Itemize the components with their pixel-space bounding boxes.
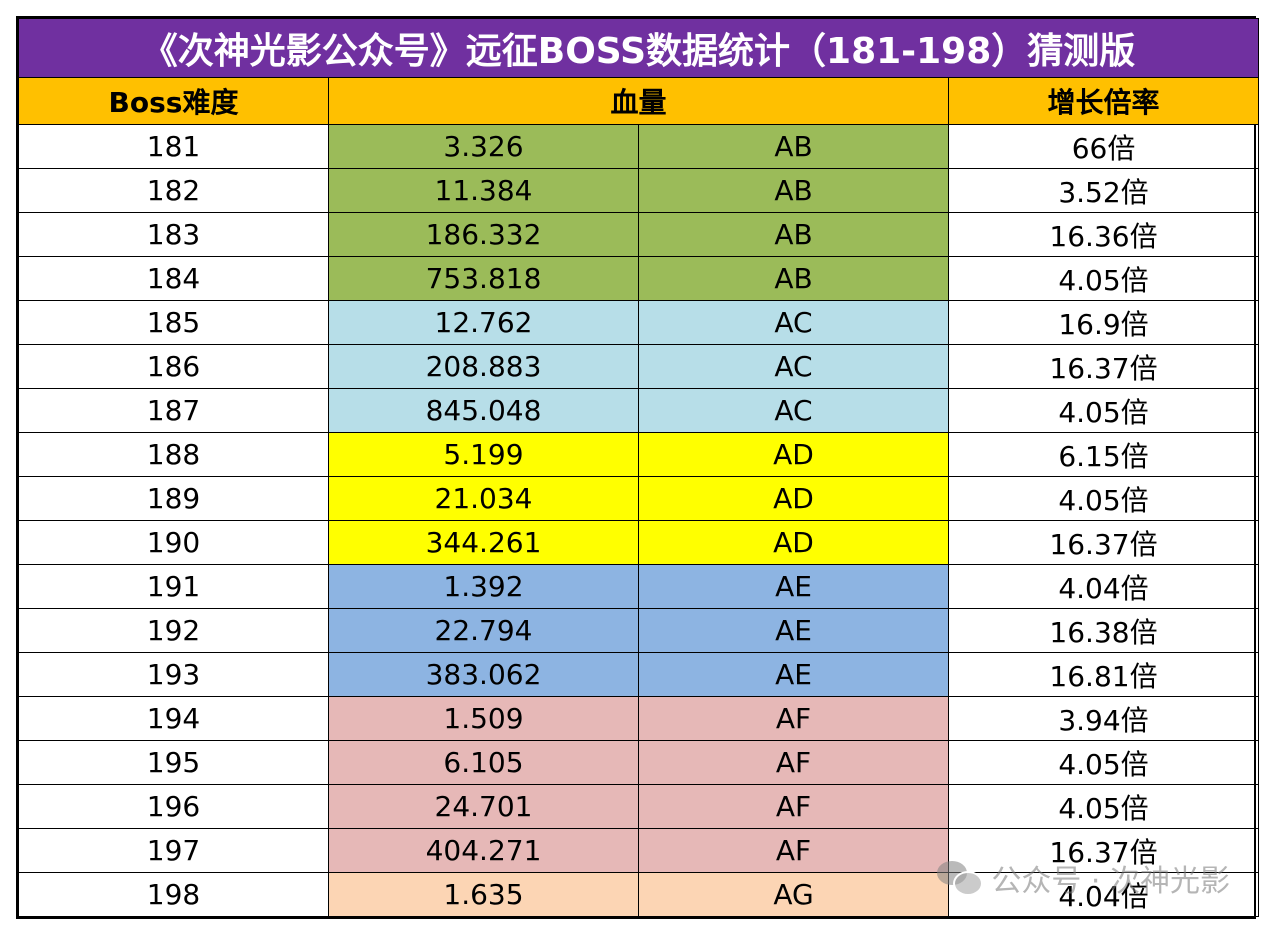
cell-hp-unit: AB — [638, 168, 949, 213]
cell-growth-rate: 16.38倍 — [947, 608, 1260, 653]
cell-growth-rate: 4.05倍 — [947, 740, 1260, 785]
cell-hp-value: 11.384 — [328, 168, 639, 213]
cell-boss-level: 195 — [18, 740, 329, 785]
cell-hp-unit: AB — [638, 124, 949, 169]
cell-growth-rate: 4.05倍 — [947, 784, 1260, 829]
cell-boss-level: 182 — [18, 168, 329, 213]
cell-growth-rate: 16.36倍 — [947, 212, 1260, 257]
table-row: 193 383.062 AE 16.81倍 — [18, 652, 1260, 697]
cell-hp-unit: AD — [638, 476, 949, 521]
header-growth-rate: 增长倍率 — [947, 77, 1260, 125]
table-row: 192 22.794 AE 16.38倍 — [18, 608, 1260, 653]
table-row: 181 3.326 AB 66倍 — [18, 124, 1260, 169]
cell-hp-value: 186.332 — [328, 212, 639, 257]
cell-growth-rate: 4.04倍 — [947, 564, 1260, 609]
cell-growth-rate: 4.05倍 — [947, 388, 1260, 433]
table-row: 194 1.509 AF 3.94倍 — [18, 696, 1260, 741]
cell-growth-rate: 16.81倍 — [947, 652, 1260, 697]
cell-boss-level: 190 — [18, 520, 329, 565]
table-row: 188 5.199 AD 6.15倍 — [18, 432, 1260, 477]
cell-growth-rate: 16.9倍 — [947, 300, 1260, 345]
cell-hp-unit: AG — [638, 872, 949, 917]
cell-boss-level: 186 — [18, 344, 329, 389]
cell-hp-unit: AC — [638, 388, 949, 433]
cell-hp-value: 1.392 — [328, 564, 639, 609]
cell-hp-value: 845.048 — [328, 388, 639, 433]
cell-hp-value: 12.762 — [328, 300, 639, 345]
cell-growth-rate: 16.37倍 — [947, 344, 1260, 389]
table-row: 186 208.883 AC 16.37倍 — [18, 344, 1260, 389]
cell-hp-value: 5.199 — [328, 432, 639, 477]
table-row: 191 1.392 AE 4.04倍 — [18, 564, 1260, 609]
cell-hp-value: 21.034 — [328, 476, 639, 521]
cell-hp-unit: AB — [638, 212, 949, 257]
table-row: 183 186.332 AB 16.36倍 — [18, 212, 1260, 257]
cell-boss-level: 191 — [18, 564, 329, 609]
cell-hp-unit: AB — [638, 256, 949, 301]
cell-boss-level: 197 — [18, 828, 329, 873]
cell-growth-rate: 3.52倍 — [947, 168, 1260, 213]
cell-growth-rate: 3.94倍 — [947, 696, 1260, 741]
cell-hp-value: 344.261 — [328, 520, 639, 565]
table-row: 189 21.034 AD 4.05倍 — [18, 476, 1260, 521]
cell-hp-value: 24.701 — [328, 784, 639, 829]
cell-hp-unit: AD — [638, 520, 949, 565]
cell-hp-value: 383.062 — [328, 652, 639, 697]
cell-growth-rate: 6.15倍 — [947, 432, 1260, 477]
table-row: 195 6.105 AF 4.05倍 — [18, 740, 1260, 785]
table-row: 196 24.701 AF 4.05倍 — [18, 784, 1260, 829]
cell-hp-unit: AF — [638, 740, 949, 785]
cell-growth-rate: 4.05倍 — [947, 256, 1260, 301]
table-row: 184 753.818 AB 4.05倍 — [18, 256, 1260, 301]
cell-hp-unit: AE — [638, 608, 949, 653]
cell-hp-unit: AF — [638, 696, 949, 741]
cell-boss-level: 187 — [18, 388, 329, 433]
table-row: 197 404.271 AF 16.37倍 — [18, 828, 1260, 873]
header-boss-level: Boss难度 — [18, 77, 329, 125]
cell-boss-level: 184 — [18, 256, 329, 301]
table-row: 187 845.048 AC 4.05倍 — [18, 388, 1260, 433]
boss-data-table: 《次神光影公众号》远征BOSS数据统计（181-198）猜测版 Boss难度 血… — [16, 16, 1260, 919]
cell-boss-level: 194 — [18, 696, 329, 741]
cell-hp-unit: AE — [638, 652, 949, 697]
cell-hp-value: 753.818 — [328, 256, 639, 301]
cell-hp-value: 404.271 — [328, 828, 639, 873]
cell-boss-level: 185 — [18, 300, 329, 345]
cell-boss-level: 196 — [18, 784, 329, 829]
cell-boss-level: 198 — [18, 872, 329, 917]
cell-hp-value: 6.105 — [328, 740, 639, 785]
cell-hp-value: 208.883 — [328, 344, 639, 389]
table-row: 190 344.261 AD 16.37倍 — [18, 520, 1260, 565]
cell-hp-unit: AE — [638, 564, 949, 609]
cell-hp-unit: AF — [638, 784, 949, 829]
cell-growth-rate: 16.37倍 — [947, 828, 1260, 873]
cell-boss-level: 193 — [18, 652, 329, 697]
cell-boss-level: 183 — [18, 212, 329, 257]
cell-hp-unit: AD — [638, 432, 949, 477]
cell-hp-unit: AC — [638, 344, 949, 389]
header-hp: 血量 — [328, 77, 949, 125]
table-row: 185 12.762 AC 16.9倍 — [18, 300, 1260, 345]
cell-hp-value: 3.326 — [328, 124, 639, 169]
table-row: 198 1.635 AG 4.04倍 — [18, 872, 1260, 917]
cell-growth-rate: 4.05倍 — [947, 476, 1260, 521]
cell-hp-unit: AC — [638, 300, 949, 345]
cell-boss-level: 192 — [18, 608, 329, 653]
cell-hp-value: 22.794 — [328, 608, 639, 653]
cell-growth-rate: 66倍 — [947, 124, 1260, 169]
data-table: 《次神光影公众号》远征BOSS数据统计（181-198）猜测版 Boss难度 血… — [17, 18, 1260, 917]
table-row: 182 11.384 AB 3.52倍 — [18, 168, 1260, 213]
cell-boss-level: 189 — [18, 476, 329, 521]
cell-hp-unit: AF — [638, 828, 949, 873]
table-title: 《次神光影公众号》远征BOSS数据统计（181-198）猜测版 — [17, 18, 1260, 78]
cell-boss-level: 181 — [18, 124, 329, 169]
cell-growth-rate: 16.37倍 — [947, 520, 1260, 565]
cell-growth-rate: 4.04倍 — [947, 872, 1260, 917]
cell-hp-value: 1.635 — [328, 872, 639, 917]
cell-boss-level: 188 — [18, 432, 329, 477]
table-body: 181 3.326 AB 66倍 182 11.384 AB 3.52倍 183 186.332 A… — [18, 124, 1260, 917]
cell-hp-value: 1.509 — [328, 696, 639, 741]
